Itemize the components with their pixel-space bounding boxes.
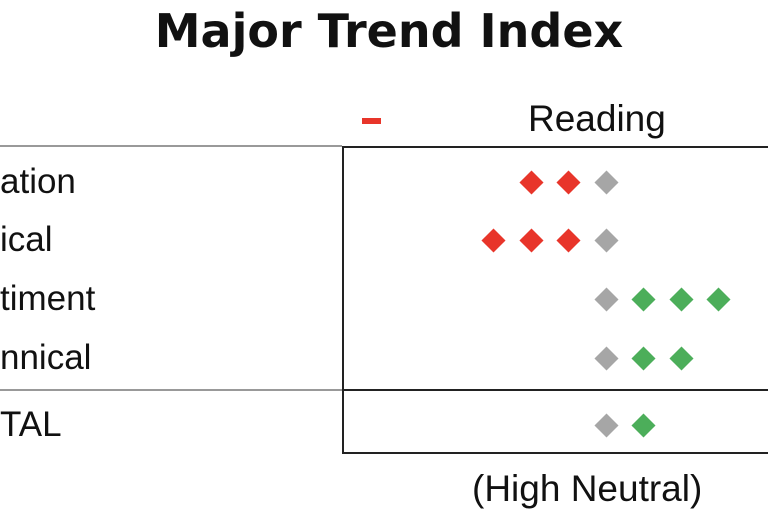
row-label: ation <box>0 162 76 201</box>
row-label: timent <box>0 279 96 318</box>
row-label: ical <box>0 220 53 259</box>
page-title: Major Trend Index <box>154 4 624 58</box>
negative-marker <box>362 118 381 124</box>
total-divider <box>0 389 342 391</box>
row-label: nnical <box>0 338 92 377</box>
reading-box-divider <box>342 389 768 391</box>
summary-reading: (High Neutral) <box>472 468 703 509</box>
row-label-total: TAL <box>0 405 62 444</box>
table-top-divider <box>0 145 342 147</box>
reading-box <box>342 146 768 454</box>
column-header-reading: Reading <box>528 98 666 139</box>
